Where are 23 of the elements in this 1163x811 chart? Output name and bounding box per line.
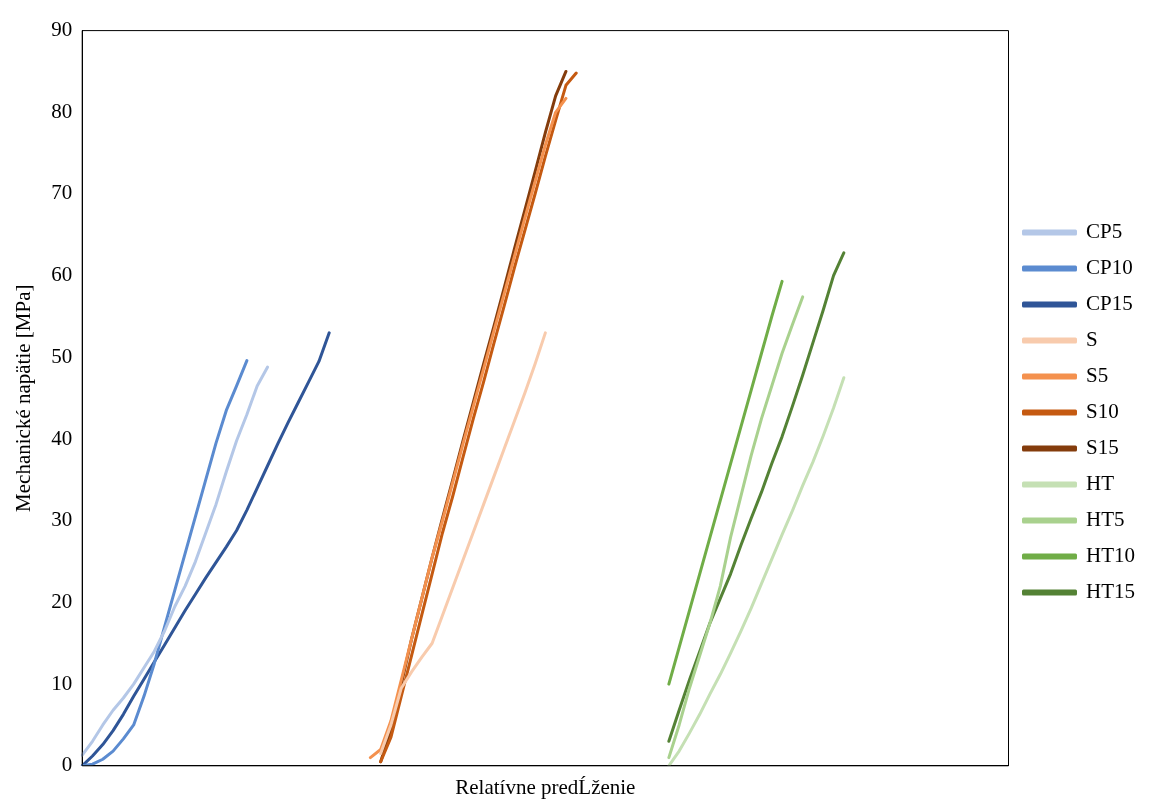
legend-label: HT5	[1086, 507, 1125, 532]
y-tick-label: 80	[51, 98, 73, 123]
legend-label: CP5	[1086, 219, 1123, 244]
legend-label: HT10	[1086, 543, 1136, 568]
y-tick-label: 20	[51, 588, 73, 613]
x-axis-title: Relatívne predĹženie	[455, 774, 636, 799]
legend-label: S10	[1086, 399, 1119, 424]
y-tick-label: 60	[51, 262, 73, 287]
y-tick-label: 70	[51, 180, 73, 205]
legend-label: HT	[1086, 471, 1115, 496]
legend-label: HT15	[1086, 579, 1136, 604]
legend-label: S5	[1086, 363, 1109, 388]
y-tick-label: 50	[51, 343, 73, 368]
y-tick-label: 10	[51, 670, 73, 695]
y-tick-label: 30	[51, 507, 73, 532]
y-tick-label: 40	[51, 425, 73, 450]
y-tick-label: 0	[61, 752, 73, 777]
y-axis-title: Mechanické napätie [MPa]	[11, 284, 36, 512]
legend-label: CP10	[1086, 255, 1133, 280]
legend-label: S15	[1086, 435, 1119, 460]
y-tick-label: 90	[51, 17, 73, 42]
legend-label: CP15	[1086, 291, 1133, 316]
legend-label: S	[1086, 327, 1098, 352]
